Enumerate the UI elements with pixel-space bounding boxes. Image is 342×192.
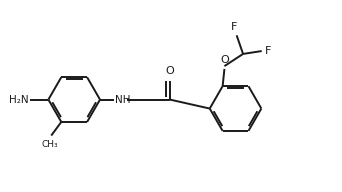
Text: F: F: [265, 46, 271, 56]
Text: F: F: [231, 22, 238, 32]
Text: NH: NH: [116, 95, 131, 105]
Text: CH₃: CH₃: [41, 140, 58, 149]
Text: O: O: [220, 55, 229, 65]
Text: H₂N: H₂N: [9, 95, 28, 105]
Text: O: O: [166, 66, 174, 76]
